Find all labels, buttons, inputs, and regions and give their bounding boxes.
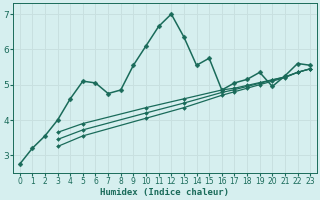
X-axis label: Humidex (Indice chaleur): Humidex (Indice chaleur) xyxy=(100,188,229,197)
